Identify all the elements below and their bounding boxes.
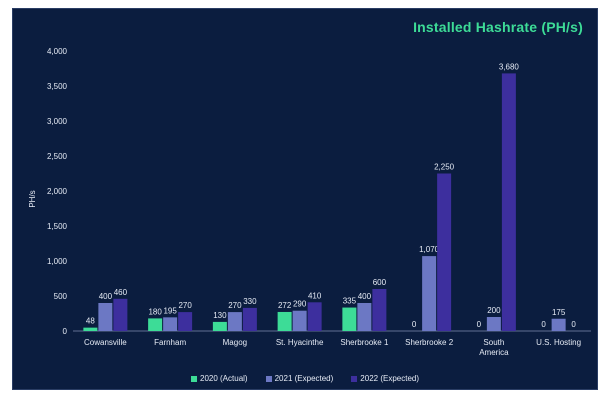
x-tick-label: U.S. Hosting <box>536 338 581 347</box>
y-tick-label: 1,000 <box>47 257 68 266</box>
bar <box>148 318 163 331</box>
x-tick-label: Sherbrooke 1 <box>340 338 389 347</box>
y-tick-label: 2,500 <box>47 152 68 161</box>
bar <box>551 318 566 331</box>
data-label: 270 <box>178 301 192 310</box>
bar <box>277 311 292 331</box>
legend: 2020 (Actual) 2021 (Expected) 2022 (Expect… <box>13 374 597 383</box>
bar <box>242 307 257 331</box>
data-label: 130 <box>213 311 227 320</box>
bar <box>227 312 242 331</box>
legend-label: 2021 (Expected) <box>274 374 334 383</box>
legend-item: 2022 (Expected) <box>351 374 419 383</box>
legend-label: 2020 (Actual) <box>200 374 248 383</box>
bar <box>113 298 128 331</box>
x-tick-label: Cowansville <box>84 338 127 347</box>
x-tick-label: Sherbrooke 2 <box>405 338 454 347</box>
x-tick-label: Magog <box>223 338 247 347</box>
data-label: 400 <box>99 292 113 301</box>
data-label: 270 <box>228 301 242 310</box>
y-tick-label: 3,500 <box>47 82 68 91</box>
bar <box>83 327 98 331</box>
data-label: 175 <box>552 308 566 317</box>
bar <box>292 310 307 331</box>
legend-label: 2022 (Expected) <box>360 374 419 383</box>
bar <box>342 307 357 331</box>
y-tick-label: 4,000 <box>47 47 68 56</box>
data-label: 400 <box>358 292 372 301</box>
bar <box>486 317 501 331</box>
y-tick-label: 1,500 <box>47 222 68 231</box>
chart-title: Installed Hashrate (PH/s) <box>413 19 583 35</box>
data-label: 0 <box>477 320 482 329</box>
bar <box>98 303 113 331</box>
legend-swatch <box>351 375 358 382</box>
legend-swatch <box>265 375 272 382</box>
data-label: 3,680 <box>499 62 520 71</box>
y-axis-label: PH/s <box>28 190 37 207</box>
legend-item: 2021 (Expected) <box>265 374 334 383</box>
x-tick-label: South <box>483 338 504 347</box>
bar <box>307 302 322 331</box>
data-label: 410 <box>308 291 322 300</box>
bar <box>178 312 193 331</box>
bar <box>357 303 372 331</box>
data-label: 180 <box>148 307 162 316</box>
data-label: 600 <box>373 278 387 287</box>
data-label: 0 <box>412 320 417 329</box>
data-label: 48 <box>86 317 95 326</box>
bar <box>163 317 178 331</box>
y-tick-label: 2,000 <box>47 187 68 196</box>
bar <box>501 73 516 332</box>
bar <box>372 289 387 331</box>
legend-item: 2020 (Actual) <box>191 374 248 383</box>
data-label: 335 <box>343 297 357 306</box>
data-label: 330 <box>243 297 257 306</box>
bar <box>212 321 227 331</box>
y-tick-label: 0 <box>63 327 68 336</box>
bar-chart: PH/s 0 500 1,000 1,500 2,000 2,500 3,000 3,500 4… <box>28 47 591 357</box>
y-tick-label: 3,000 <box>47 117 68 126</box>
chart-panel: Installed Hashrate (PH/s) PH/s 0 500 1,000… <box>12 8 598 390</box>
data-label: 2,250 <box>434 163 455 172</box>
data-label: 0 <box>541 320 546 329</box>
data-label: 0 <box>571 320 576 329</box>
bar <box>422 256 437 331</box>
data-label: 200 <box>487 306 501 315</box>
data-label: 460 <box>114 288 128 297</box>
x-tick-label: America <box>479 348 509 357</box>
bar <box>437 173 452 331</box>
x-tick-label: Farnham <box>154 338 186 347</box>
x-tick-label: St. Hyacinthe <box>276 338 324 347</box>
data-label: 195 <box>163 306 177 315</box>
legend-swatch <box>191 375 197 382</box>
y-tick-label: 500 <box>54 292 68 301</box>
data-label: 1,070 <box>419 245 440 254</box>
data-label: 290 <box>293 300 307 309</box>
data-label: 272 <box>278 301 292 310</box>
